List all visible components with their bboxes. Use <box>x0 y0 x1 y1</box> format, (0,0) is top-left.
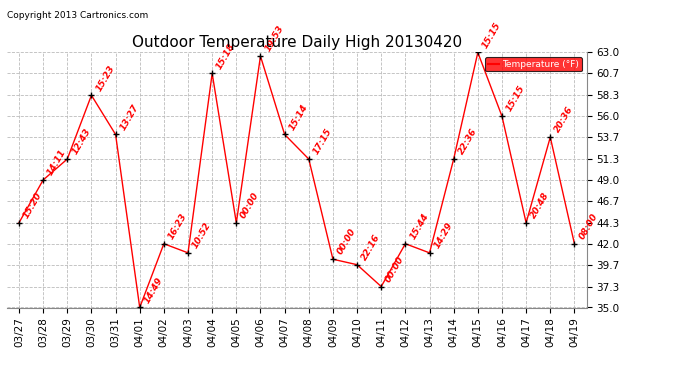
Text: 00:00: 00:00 <box>384 255 406 284</box>
Text: 15:44: 15:44 <box>408 211 431 241</box>
Text: 10:52: 10:52 <box>191 221 213 250</box>
Text: 15:15: 15:15 <box>481 20 503 50</box>
Text: 17:15: 17:15 <box>312 127 334 156</box>
Text: 15:14: 15:14 <box>288 102 310 132</box>
Text: 15:15: 15:15 <box>505 84 527 114</box>
Text: 00:00: 00:00 <box>239 191 262 220</box>
Title: Outdoor Temperature Daily High 20130420: Outdoor Temperature Daily High 20130420 <box>132 35 462 50</box>
Text: 14:11: 14:11 <box>46 148 68 177</box>
Text: 14:49: 14:49 <box>143 275 165 305</box>
Text: 13:27: 13:27 <box>119 102 141 132</box>
Text: 15:18: 15:18 <box>215 41 237 70</box>
Text: 20:36: 20:36 <box>553 105 575 134</box>
Text: 00:00: 00:00 <box>336 227 358 256</box>
Text: 22:36: 22:36 <box>457 127 479 156</box>
Text: 19:53: 19:53 <box>264 24 286 53</box>
Text: 15:20: 15:20 <box>22 191 44 220</box>
Text: 20:48: 20:48 <box>529 191 551 220</box>
Text: 22:16: 22:16 <box>360 232 382 262</box>
Text: Copyright 2013 Cartronics.com: Copyright 2013 Cartronics.com <box>7 11 148 20</box>
Legend: Temperature (°F): Temperature (°F) <box>485 57 582 71</box>
Text: 14:29: 14:29 <box>433 221 455 250</box>
Text: 08:00: 08:00 <box>578 211 600 241</box>
Text: 16:23: 16:23 <box>167 211 189 241</box>
Text: 15:23: 15:23 <box>95 63 117 93</box>
Text: 12:43: 12:43 <box>70 127 92 156</box>
